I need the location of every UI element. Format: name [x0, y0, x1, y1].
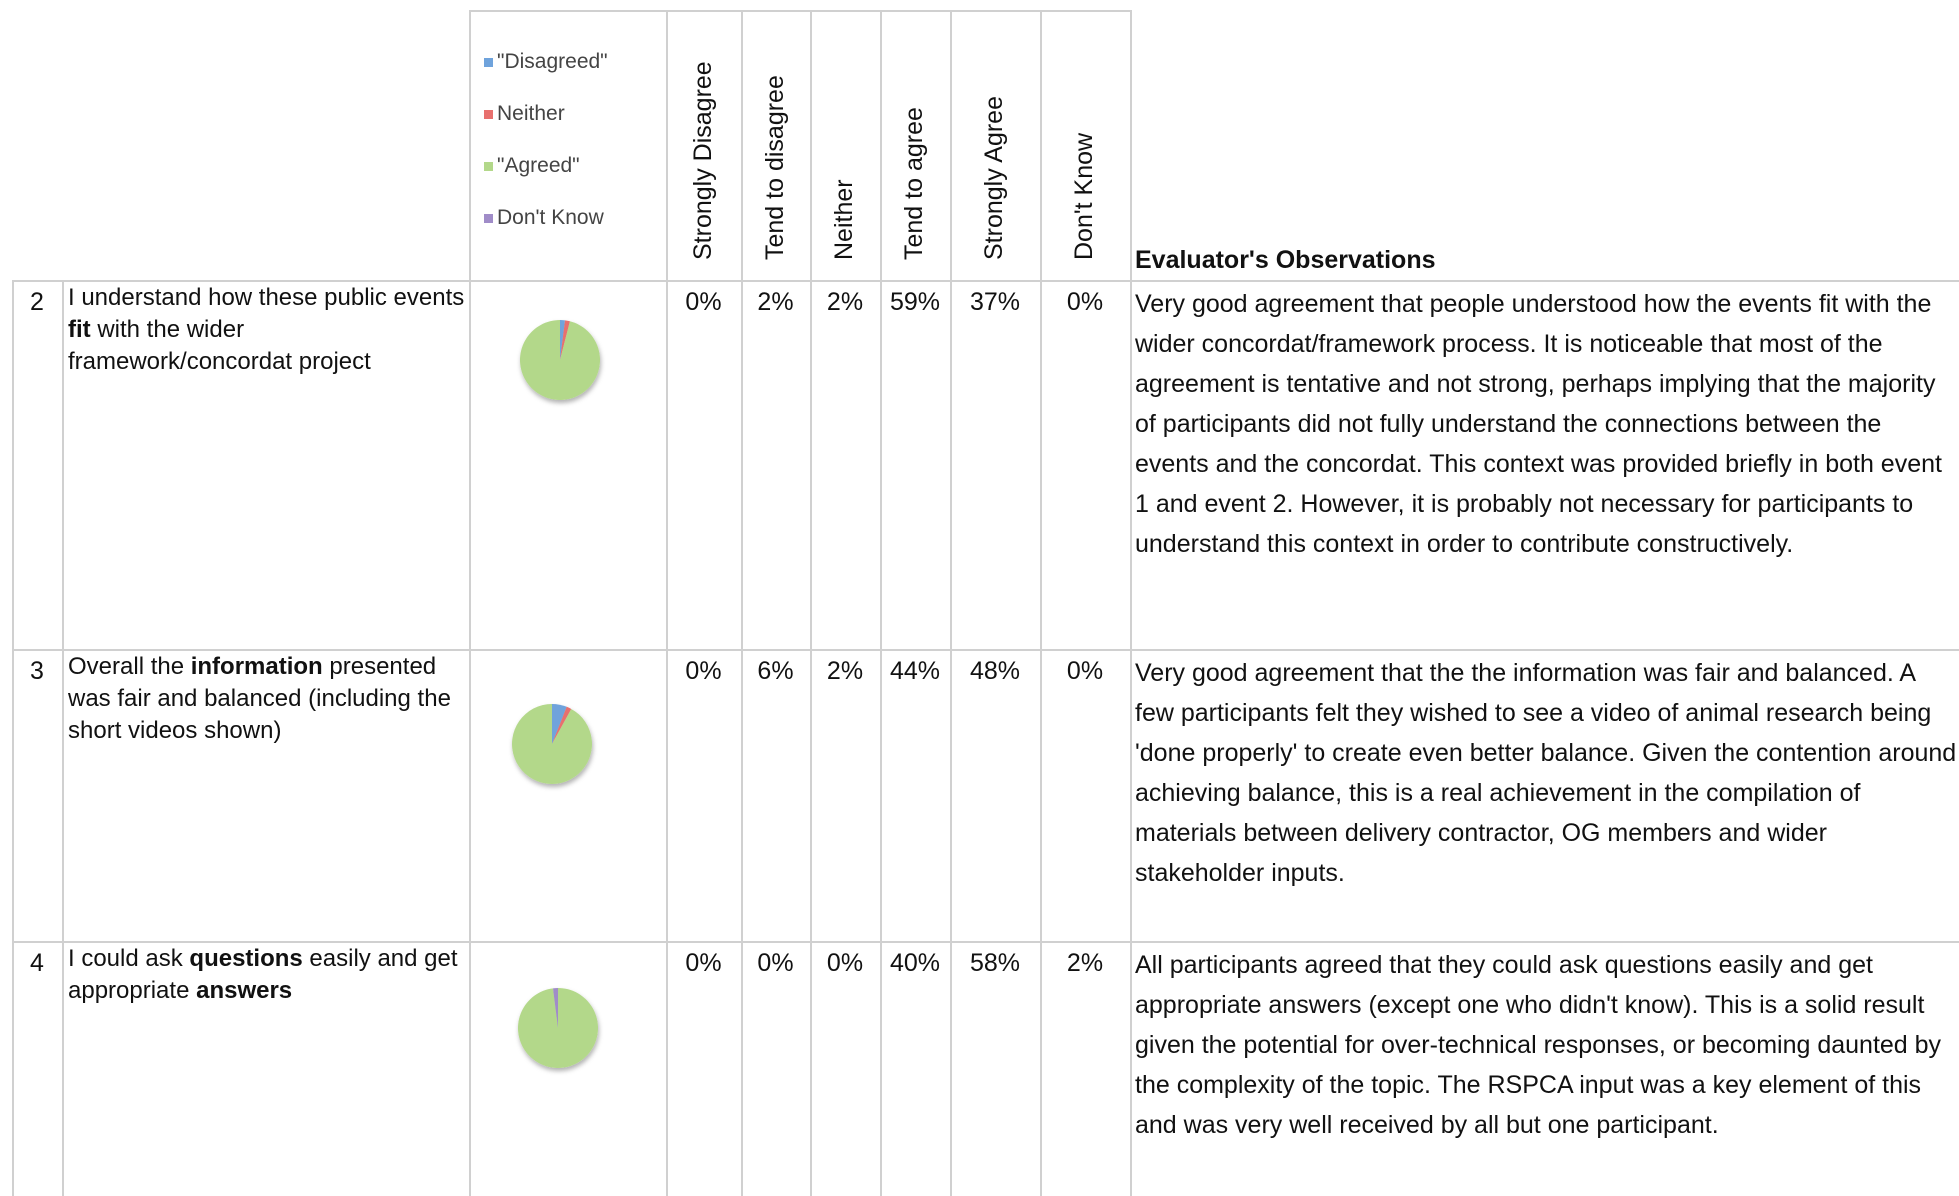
- row-border: [12, 649, 1959, 651]
- column-border: [666, 10, 668, 1196]
- column-border: [1130, 10, 1132, 1196]
- legend-swatch: [484, 58, 493, 67]
- pie-wedge: [518, 988, 598, 1068]
- percent-value: 44%: [889, 657, 941, 685]
- statement-part: fit: [68, 316, 91, 343]
- row-number: 2: [30, 288, 44, 316]
- pie-wedge: [552, 988, 558, 1028]
- percent-value: 2%: [757, 288, 794, 316]
- percent-value: 0%: [1066, 288, 1104, 316]
- statement-part: with the wider framework/concordat proje…: [68, 316, 371, 375]
- pie: [511, 704, 592, 784]
- statement: Overall the information presented was fa…: [68, 651, 468, 747]
- percent-value: 40%: [889, 949, 941, 977]
- pie-wedge: [560, 320, 570, 360]
- statement-part: information: [190, 653, 323, 680]
- column-border: [469, 10, 471, 1196]
- percent-value: 6%: [757, 657, 794, 685]
- legend-label: "Agreed": [497, 154, 580, 177]
- legend-label: "Disagreed": [497, 50, 608, 73]
- pie-wedge: [552, 704, 567, 744]
- percent-value: 59%: [889, 288, 941, 316]
- statement-part: I understand how these public events: [68, 284, 465, 311]
- percent-value: 0%: [685, 288, 722, 316]
- column-header: Don't Know: [1070, 132, 1098, 260]
- percent-value: 2%: [826, 288, 864, 316]
- legend-swatch: [484, 110, 493, 119]
- column-border: [12, 280, 14, 1196]
- legend-swatch: [484, 214, 493, 223]
- percent-value: 0%: [1066, 657, 1104, 685]
- pie: [518, 988, 598, 1068]
- column-header: Tend to agree: [900, 107, 928, 260]
- legend-label: Don't Know: [497, 206, 604, 229]
- statement-part: presented was fair and balanced (includi…: [68, 653, 451, 744]
- percent-value: 0%: [685, 657, 722, 685]
- percent-value: 48%: [969, 657, 1021, 685]
- percent-value: 0%: [685, 949, 722, 977]
- statement: I understand how these public events fit…: [68, 282, 468, 378]
- observation: Very good agreement that the the informa…: [1135, 659, 1957, 887]
- column-border: [741, 10, 743, 1196]
- column-border: [880, 10, 882, 1196]
- column-header: Tend to disagree: [760, 75, 789, 260]
- percent-value: 0%: [757, 949, 794, 977]
- column-border: [950, 10, 952, 1196]
- column-header: Strongly Disagree: [688, 61, 717, 260]
- header-top-border: [469, 10, 1130, 12]
- statement-part: answers: [196, 977, 293, 1004]
- column-header: Strongly Agree: [980, 96, 1008, 260]
- column-border: [810, 10, 812, 1196]
- observation: All participants agreed that they could …: [1135, 951, 1942, 1139]
- statement-part: Overall the: [68, 653, 191, 680]
- pie-wedge: [560, 320, 566, 360]
- percent-value: 2%: [1066, 949, 1104, 977]
- statement-part: questions: [189, 945, 303, 972]
- statement-part: I could ask: [68, 945, 190, 972]
- pie-wedge: [520, 320, 600, 400]
- pie-wedge: [511, 704, 592, 784]
- statement-part: easily and get appropriate: [68, 945, 458, 1004]
- percent-value: 37%: [969, 288, 1021, 316]
- pie-wedge: [552, 706, 572, 744]
- statement: I could ask questions easily and get app…: [68, 943, 468, 1007]
- percent-value: 58%: [969, 949, 1021, 977]
- column-header: Neither: [830, 179, 858, 260]
- legend-label: Neither: [497, 102, 565, 125]
- percent-value: 0%: [826, 949, 864, 977]
- legend-swatch: [484, 162, 493, 171]
- percent-value: 2%: [826, 657, 864, 685]
- observation: Very good agreement that people understo…: [1135, 290, 1942, 558]
- row-border: [12, 280, 1959, 282]
- column-border: [62, 280, 64, 1196]
- row-number: 4: [30, 949, 44, 977]
- observations-header: Evaluator's Observations: [1135, 246, 1436, 274]
- row-border: [12, 941, 1959, 943]
- row-number: 3: [30, 657, 44, 685]
- pie: [520, 320, 600, 400]
- column-border: [1040, 10, 1042, 1196]
